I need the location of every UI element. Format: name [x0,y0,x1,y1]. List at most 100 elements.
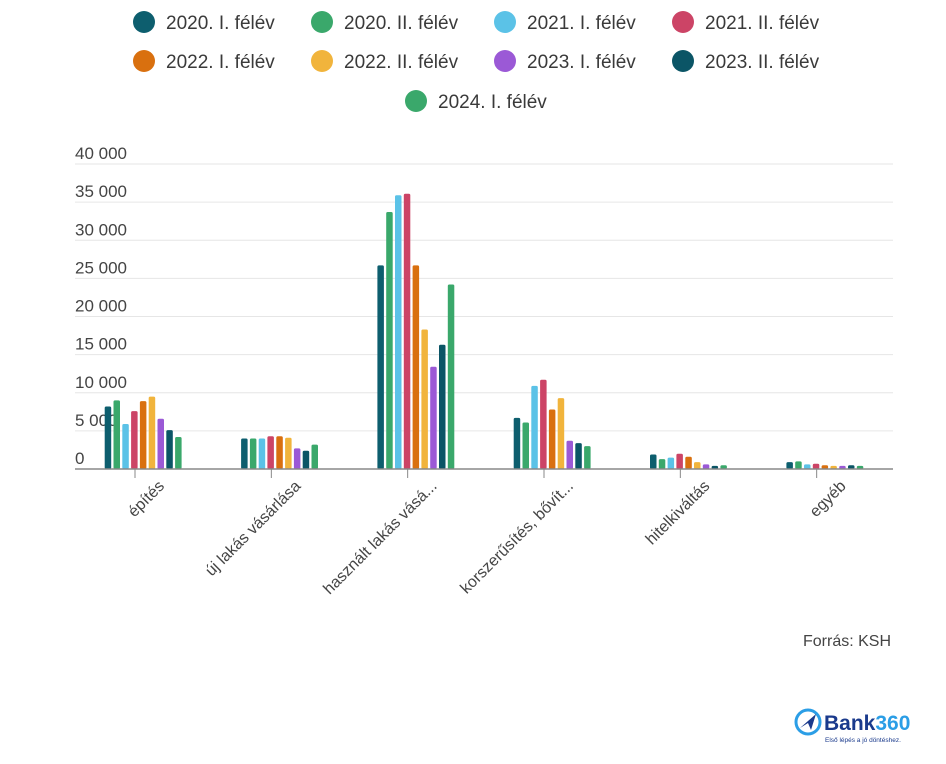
legend-item[interactable]: 2020. II. félév [311,11,459,34]
legend-item[interactable]: 2024. I. félév [405,90,547,113]
legend-label: 2020. I. félév [166,13,275,34]
bar [685,456,692,469]
bar [175,437,182,469]
bar [584,446,591,469]
bar [122,424,129,469]
bar [302,450,310,469]
x-category-label: korszerűsítés, bővít... [457,478,577,598]
bar [522,422,529,469]
bar [720,465,727,469]
bar [104,406,112,469]
bar [421,329,428,469]
bar [812,463,820,469]
bar [694,462,701,469]
bar [821,465,829,469]
bar [650,454,657,469]
bar [139,401,147,469]
bar [131,411,138,469]
legend-item[interactable]: 2022. I. félév [133,50,275,73]
legend-label: 2023. II. félév [705,52,820,73]
legend-marker [672,11,694,33]
legend-marker [133,11,155,33]
y-tick-label: 30 000 [75,220,127,239]
bar [241,438,248,469]
legend-item[interactable]: 2021. II. félév [672,11,820,34]
x-category-label: új lakás vásárlása [202,478,304,580]
x-axis-labels: építés új lakás vásárlása használt lakás v… [125,478,850,598]
brand-name: Bank360 [824,712,910,735]
legend-label: 2021. I. félév [527,13,636,34]
bar [447,284,455,469]
bar [667,457,675,469]
legend-label: 2020. II. félév [344,13,459,34]
bar [157,418,164,469]
y-tick-label: 15 000 [75,335,127,354]
x-category-label: hitelkiváltás [643,478,714,549]
bar [386,212,393,469]
bar [249,438,257,469]
y-tick-label: 0 [75,449,84,468]
bar [804,464,811,469]
legend-label: 2022. I. félév [166,52,275,73]
gridlines [75,163,893,432]
legend-marker [311,11,333,33]
legend-label: 2022. II. félév [344,52,459,73]
bank360-logo: Bank360 Első lépés a jó döntéshez. [794,708,910,744]
legend-label: 2021. II. félév [705,13,820,34]
y-tick-label: 10 000 [75,373,127,392]
bar [513,417,521,469]
legend-marker [405,90,427,112]
paper-plane-icon [800,714,816,730]
bar [566,440,573,469]
x-category-label: használt lakás vásá... [320,478,440,598]
legend-item[interactable]: 2023. II. félév [672,50,820,73]
x-category-label: egyéb [807,478,850,521]
bar [575,443,582,469]
bar [439,344,446,469]
y-tick-label: 25 000 [75,258,127,277]
bar [839,465,846,469]
bar [293,448,301,469]
legend-marker [494,50,516,72]
legend-marker [672,50,694,72]
y-tick-label: 20 000 [75,297,127,316]
legend-item[interactable]: 2022. II. félév [311,50,459,73]
bar [113,400,120,469]
bar [395,195,402,470]
bar [311,444,318,469]
bar [676,453,683,470]
bar [258,438,266,469]
source-note: Forrás: KSH [803,633,891,650]
bar [856,465,864,469]
legend-item[interactable]: 2023. I. félév [494,50,636,73]
bar [702,464,710,469]
bar [276,436,283,469]
bar [377,265,384,469]
bar [795,461,802,469]
y-tick-label: 35 000 [75,182,127,201]
y-tick-label: 40 000 [75,144,127,163]
bar [557,398,565,469]
bar [658,459,666,469]
bar [412,265,420,469]
legend-item[interactable]: 2021. I. félév [494,11,636,34]
bar [531,385,538,469]
bar [540,379,547,469]
legend-label: 2024. I. félév [438,92,547,113]
bar [848,465,855,469]
x-category-label: építés [125,478,168,521]
bar [148,396,156,469]
legend-marker [311,50,333,72]
bar [285,437,292,469]
legend-item[interactable]: 2020. I. félév [133,11,275,34]
legend: 2020. I. félév 2020. II. félév 2021. I. fé… [133,11,820,113]
bars [104,193,864,470]
logo-ring-icon [794,708,822,736]
legend-marker [133,50,155,72]
legend-marker [494,11,516,33]
bar [403,193,411,469]
bar [711,465,719,469]
x-axis-ticks [134,469,818,478]
